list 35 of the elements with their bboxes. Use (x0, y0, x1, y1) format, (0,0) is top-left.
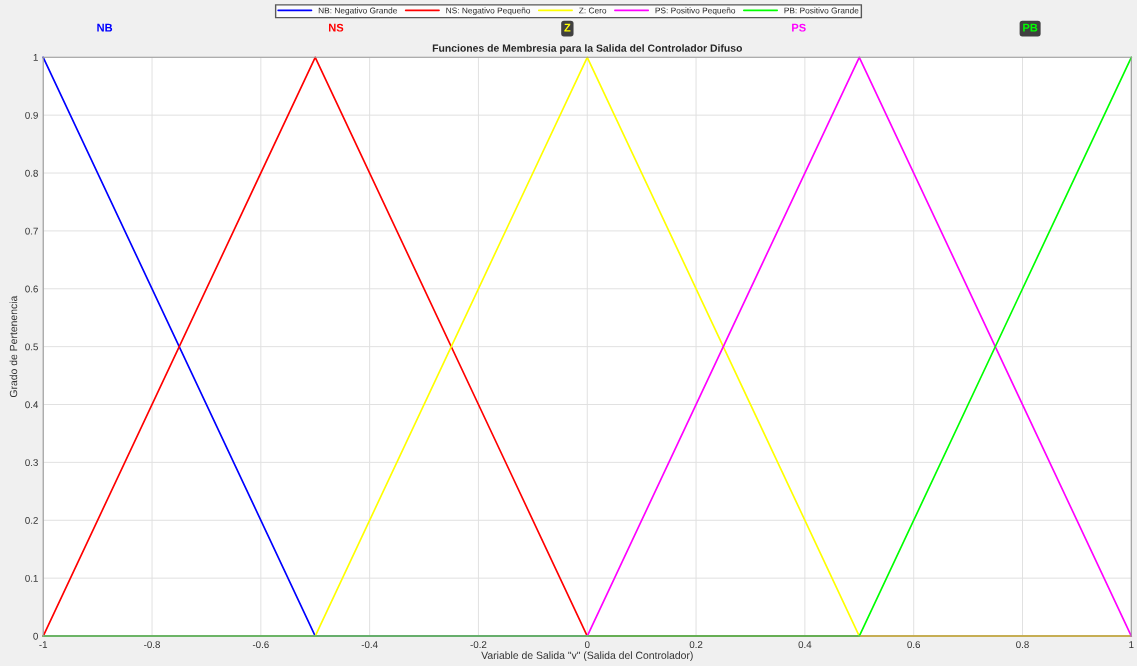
text: PB (1023, 23, 1038, 32)
legend-label: PS: Positivo Pequeño (655, 7, 736, 16)
y-tick-label: 0.7 (25, 227, 38, 235)
legend-label: Z: Cero (579, 7, 607, 14)
text: NS (329, 23, 344, 32)
x-tick-label: 0.2 (689, 641, 703, 649)
x-tick-label: 0.6 (907, 641, 921, 649)
legend-label: PB: Positivo Grande (784, 7, 859, 14)
legend-label: NS: Negativo Pequeño (446, 7, 531, 16)
chart-title: Funciones de Membresia para la Salida del Controlador Difuso (432, 44, 742, 54)
y-tick-label: 0.8 (25, 169, 38, 177)
y-tick-label: 0.6 (25, 285, 38, 293)
x-tick-label: -1 (39, 641, 48, 648)
y-tick-label: 1 (33, 54, 38, 61)
x-tick-label: -0.4 (361, 641, 378, 649)
y-tick-label: 0.1 (25, 574, 38, 582)
y-tick-label: 0.2 (25, 517, 38, 524)
x-axis-title: Variable de Salida "v" (Salida del Controlador) (481, 651, 693, 662)
x-tick-label: -0.8 (144, 641, 160, 649)
x-tick-label: 0.8 (1016, 641, 1029, 649)
x-tick-label: 1 (1129, 641, 1134, 648)
legend-label: NB: Negativo Grande (318, 7, 397, 16)
text: Z (564, 23, 571, 32)
text: NB (97, 23, 113, 32)
y-tick-label: 0.9 (25, 111, 38, 119)
text: PS (792, 23, 806, 32)
y-tick-label: 0.4 (25, 401, 39, 409)
y-tick-label: 0.3 (25, 459, 38, 467)
x-tick-label: 0.4 (798, 641, 812, 649)
x-tick-label: 0 (584, 641, 590, 649)
y-tick-label: 0 (33, 632, 38, 640)
y-tick-label: 0.5 (25, 343, 38, 351)
y-axis-title: Grado de Pertenencia (9, 295, 18, 398)
x-tick-label: -0.2 (470, 641, 487, 649)
x-tick-label: -0.6 (252, 641, 269, 649)
